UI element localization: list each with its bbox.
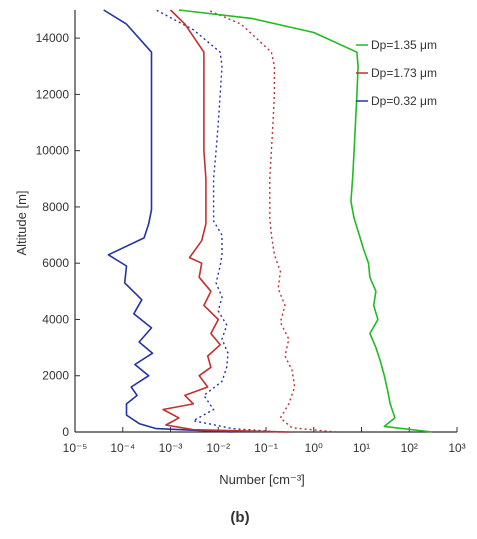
series-line-2 [155,9,281,433]
y-ticks: 0 2000 4000 6000 8000 10000 12000 14000 [36,31,80,439]
y-tick-label: 8000 [42,200,69,214]
series-line-5 [178,9,433,433]
series-line-4 [207,9,337,433]
series-line-3 [162,9,289,433]
panel-label: (b) [230,509,249,526]
x-tick-label: 10¹ [353,441,370,455]
x-tick-label: 10⁻⁴ [110,441,135,455]
y-tick-label: 6000 [42,256,69,270]
y-tick-label: 4000 [42,312,69,326]
legend-label-1: Dp=1.35 μm [371,38,437,52]
y-tick-label: 12000 [36,87,70,101]
legend: Dp=1.35 μm Dp=1.73 μm Dp=0.32 μm [356,38,437,108]
x-tick-label: 10⁻⁵ [63,441,88,455]
y-tick-label: 2000 [42,369,69,383]
x-tick-label: 10² [401,441,418,455]
x-tick-label: 10⁻³ [159,441,183,455]
series-line-1 [103,9,233,433]
y-tick-label: 0 [62,425,69,439]
y-tick-label: 10000 [36,144,70,158]
x-ticks: 10⁻⁵ 10⁻⁴ 10⁻³ 10⁻² 10⁻¹ 10⁰ 10¹ 10² 10³ [63,427,466,455]
x-tick-label: 10³ [448,441,465,455]
legend-label-3: Dp=0.32 μm [371,94,437,108]
x-axis-label: Number [cm⁻³] [219,472,305,487]
legend-label-2: Dp=1.73 μm [371,66,437,80]
y-axis-label: Altitude [m] [14,190,29,255]
x-tick-label: 10⁰ [305,441,323,455]
x-tick-label: 10⁻¹ [254,441,278,455]
y-tick-label: 14000 [36,31,70,45]
x-tick-label: 10⁻² [206,441,230,455]
series-lines [103,9,433,433]
plot-area: 10⁻⁵ 10⁻⁴ 10⁻³ 10⁻² 10⁻¹ 10⁰ 10¹ 10² 10³ 0 2000 40… [36,9,466,455]
